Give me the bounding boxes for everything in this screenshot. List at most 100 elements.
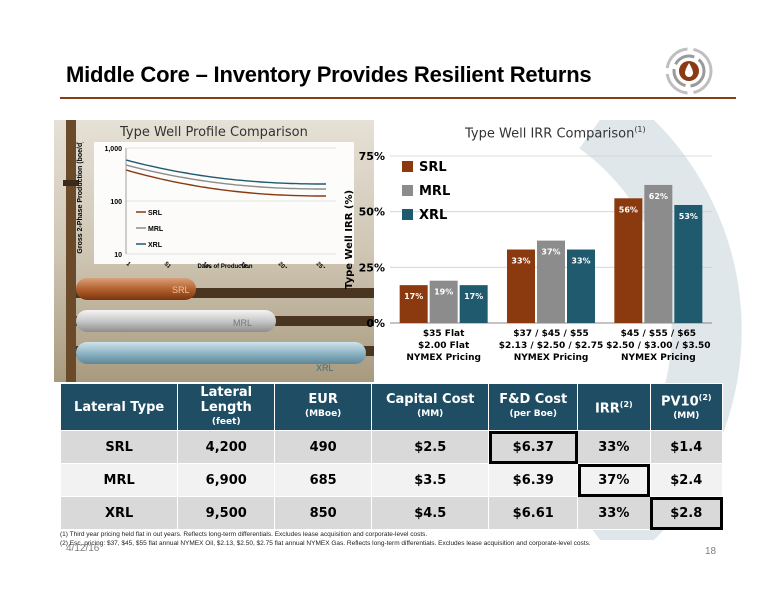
irr-data-label: 56% [619,205,638,214]
cell-fd-cost: $6.61 [488,496,579,530]
type-well-profile-panel [54,120,374,382]
cell-lateral-length: 9,500 [177,496,276,530]
irr-data-label: 17% [464,292,483,301]
header-pv10: PV10(2) (MM) [649,383,724,431]
table-row: SRL 4,200 490 $2.5 $6.37 33% $1.4 [59,430,724,464]
irr-bar-chart: Type Well IRR (%) 0% 25% 50% 75% 17% 19% 17% $35… [344,150,712,363]
irr-x-tick-label: $2.13 / $2.50 / $2.75 [499,341,604,351]
irr-y-tick-label: 75% [359,150,385,163]
table-header-row: Lateral Type Lateral Length (feet) EUR (MB… [59,383,724,431]
profile-y-axis-label: Gross 2-Phase Production (boe/d) [77,142,84,254]
header-lateral-type: Lateral Type [59,383,179,431]
irr-data-label: 17% [404,292,423,301]
irr-x-tick-label: NYMEX Pricing [406,353,481,363]
pipe-label-srl: SRL [172,285,190,295]
irr-x-tick-label: NYMEX Pricing [621,353,696,363]
header-lateral-length: Lateral Length (feet) [177,383,276,431]
pipe-label-xrl: XRL [316,363,334,373]
footnote-2: (2) Esc. pricing: $37, $45, $55 flat ann… [60,540,591,547]
irr-x-tick-label: $45 / $55 / $65 [621,329,696,339]
cell-lateral-length: 4,200 [177,430,276,464]
irr-legend-label: XRL [419,208,447,223]
page-number: 18 [705,546,717,557]
irr-chart-title-footnote: (1) [634,125,646,134]
cell-capital-cost: $3.5 [371,463,490,497]
irr-bar-srl [399,285,428,323]
table-row: MRL 6,900 685 $3.5 $6.39 37% $2.4 [59,463,724,497]
slide-date: 4/12/16 [66,543,100,554]
profile-x-axis-label: Days of Production [197,264,252,268]
cell-eur: 685 [274,463,373,497]
cell-lateral-length: 6,900 [177,463,276,497]
cell-capital-cost: $4.5 [371,496,490,530]
profile-curve-srl [125,169,326,197]
header-eur: EUR (MBoe) [274,383,373,431]
irr-data-label: 62% [649,192,668,201]
irr-legend-swatch [402,209,413,220]
irr-chart-title: Type Well IRR Comparison [465,126,635,142]
irr-chart-title-wrap: Type Well IRR Comparison(1) [465,125,646,141]
irr-data-label: 19% [434,288,453,297]
footnotes: (1) Third year pricing held flat in out … [60,530,591,548]
irr-bar-srl [614,198,643,323]
profile-x-tick-label: 1 [125,261,132,268]
irr-bar-mrl [644,184,673,323]
cell-pv10: $2.4 [649,463,724,497]
table-row: XRL 9,500 850 $4.5 $6.61 33% $2.8 [59,496,724,530]
header-irr: IRR(2) [577,383,651,431]
irr-bar-mrl [537,240,565,323]
cell-eur: 490 [274,430,373,464]
profile-x-tick-label: 51 [163,261,172,268]
cell-lateral-type: XRL [59,496,179,530]
profile-x-tick-label: 101 [201,261,213,268]
profile-legend-label: SRL [148,210,163,217]
footnote-1: (1) Third year pricing held flat in out … [60,531,428,538]
irr-bar-xrl [567,249,595,323]
header-fd-cost: F&D Cost (per Boe) [488,383,579,431]
header-capital-cost: Capital Cost (MM) [371,383,490,431]
irr-data-label: 37% [541,248,560,257]
irr-x-tick-label: NYMEX Pricing [514,353,589,363]
profile-line-chart: Gross 2-Phase Production (boe/d) 1,000 100… [77,142,336,268]
cell-fd-cost: $6.37 [488,430,579,464]
irr-x-tick-label: $37 / $45 / $55 [513,329,588,339]
pipe-label-mrl: MRL [233,318,253,328]
irr-bar-xrl [459,285,488,323]
irr-x-tick-label: $35 Flat [423,329,465,339]
cell-irr: 33% [577,496,651,530]
lateral-economics-table: Lateral Type Lateral Length (feet) EUR (MB… [59,383,724,530]
irr-legend-swatch [402,185,413,196]
profile-legend-label: XRL [148,242,163,249]
irr-bar-mrl [429,280,458,323]
cell-eur: 850 [274,496,373,530]
profile-chart-title: Type Well Profile Comparison [120,125,308,140]
profile-x-tick-label: 151 [239,261,251,268]
irr-legend-swatch [402,161,413,172]
company-logo [665,47,713,95]
profile-y-tick-label: 1,000 [104,146,122,153]
cell-irr: 37% [577,463,651,497]
cell-capital-cost: $2.5 [371,430,490,464]
irr-y-axis-label: Type Well IRR (%) [344,190,355,289]
irr-y-tick-label: 50% [359,206,385,219]
irr-data-label: 53% [679,212,698,221]
cell-lateral-type: SRL [59,430,179,464]
profile-legend-label: MRL [148,226,164,233]
irr-legend-label: SRL [419,160,447,175]
cell-pv10: $1.4 [649,430,724,464]
irr-y-tick-label: 25% [359,261,385,274]
irr-bar-xrl [674,204,703,323]
profile-x-tick-label: 201 [277,261,289,268]
profile-x-tick-label: 251 [315,261,327,268]
irr-x-tick-label: $2.00 Flat [418,341,470,351]
irr-legend-label: MRL [419,184,450,199]
irr-data-label: 33% [511,257,530,266]
cell-irr: 33% [577,430,651,464]
irr-bar-srl [507,249,535,323]
page-title: Middle Core – Inventory Provides Resilie… [66,62,592,87]
irr-data-label: 33% [571,257,590,266]
cell-lateral-type: MRL [59,463,179,497]
profile-curve-xrl [125,159,326,185]
cell-fd-cost: $6.39 [488,463,579,497]
title-divider [60,97,736,99]
